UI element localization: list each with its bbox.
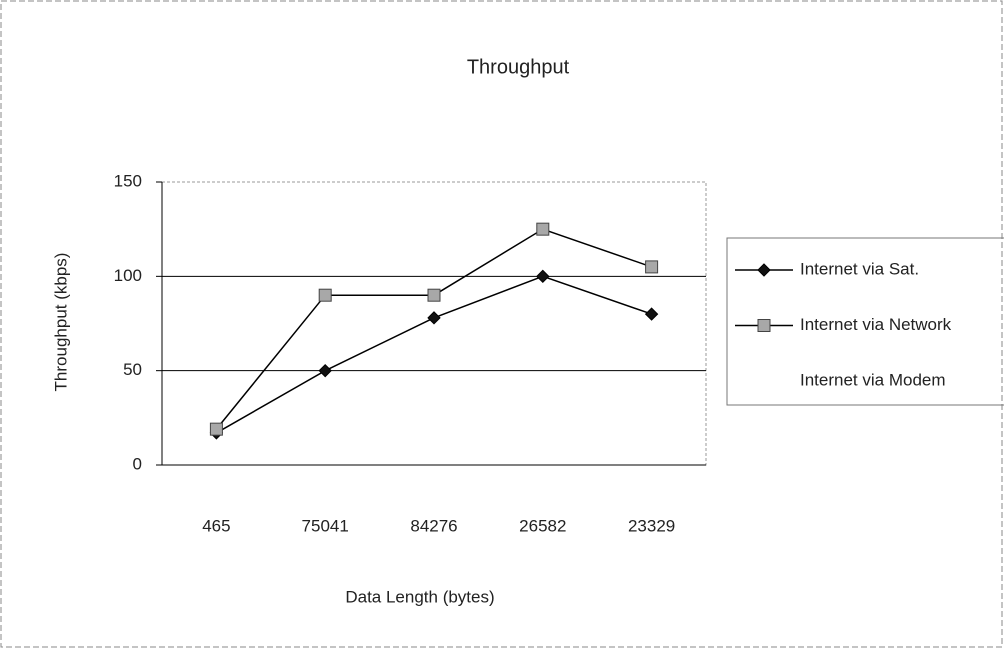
marker [758, 320, 770, 332]
marker [210, 423, 222, 435]
x-tick-label: 84276 [410, 516, 457, 535]
y-tick-label: 150 [114, 171, 142, 190]
x-tick-label: 23329 [628, 516, 675, 535]
y-axis-label: Throughput (kbps) [51, 253, 70, 392]
y-tick-label: 0 [133, 454, 142, 473]
legend-label: Internet via Sat. [800, 259, 919, 278]
x-tick-label: 26582 [519, 516, 566, 535]
x-tick-label: 75041 [302, 516, 349, 535]
legend-label: Internet via Modem [800, 370, 946, 389]
y-tick-label: 100 [114, 266, 142, 285]
marker [428, 289, 440, 301]
marker [319, 289, 331, 301]
chart-title: Throughput [467, 56, 570, 78]
y-tick-label: 50 [123, 360, 142, 379]
marker [646, 261, 658, 273]
marker [537, 223, 549, 235]
x-tick-label: 465 [202, 516, 230, 535]
legend-label: Internet via Network [800, 315, 952, 334]
x-axis-label: Data Length (bytes) [345, 587, 494, 606]
chart: Throughput Throughput (kbps) Data Length… [0, 0, 1004, 649]
